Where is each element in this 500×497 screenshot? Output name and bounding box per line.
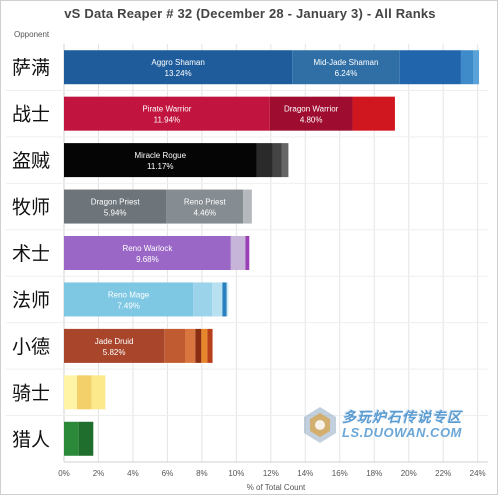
segment-value-label: 4.80% xyxy=(300,116,323,125)
segment-name-label: Reno Mage xyxy=(108,290,150,299)
bar-segment xyxy=(207,328,213,363)
segment-name-label: Reno Priest xyxy=(184,198,227,207)
category-label: 猎人 xyxy=(12,429,50,451)
x-tick-label: 0% xyxy=(58,469,70,478)
bar-segment xyxy=(193,282,213,317)
bar-segment xyxy=(256,143,273,178)
bar-segment xyxy=(164,328,185,363)
segment-name-label: Pirate Warrior xyxy=(142,105,191,114)
duowan-watermark: 多玩炉石传说专区 LS.DUOWAN.COM xyxy=(300,405,490,445)
watermark-emblem-icon xyxy=(304,407,336,443)
bar-segment xyxy=(78,421,94,456)
segment-name-label: Miracle Rogue xyxy=(134,151,186,160)
bar-segment xyxy=(64,189,167,224)
bar-segment xyxy=(230,236,246,270)
x-tick-label: 14% xyxy=(297,469,313,478)
x-tick-label: 4% xyxy=(127,469,139,478)
bar-segment xyxy=(64,96,270,131)
bar-segment xyxy=(243,189,252,224)
bar-segment xyxy=(64,50,293,85)
segment-value-label: 7.49% xyxy=(117,301,140,310)
x-tick-label: 12% xyxy=(263,469,279,478)
x-axis-title: % of Total Count xyxy=(247,483,306,492)
segment-name-label: Reno Warlock xyxy=(122,244,173,253)
chart-title: vS Data Reaper # 32 (December 28 - Janua… xyxy=(64,6,436,21)
bar-segment xyxy=(201,328,208,363)
bar-segment xyxy=(352,96,395,131)
bar-segment xyxy=(91,375,106,410)
bar-segment xyxy=(226,282,229,317)
bar-segment xyxy=(64,421,79,456)
column-header-opponent: Opponent xyxy=(14,30,50,39)
category-label: 小德 xyxy=(12,336,50,358)
bar-segment xyxy=(460,50,474,85)
segment-value-label: 13.24% xyxy=(165,69,192,78)
segment-name-label: Dragon Priest xyxy=(91,198,141,207)
bar-segment xyxy=(76,375,92,410)
segment-value-label: 11.17% xyxy=(147,162,174,171)
bar-segment xyxy=(399,50,461,85)
x-tick-label: 6% xyxy=(162,469,174,478)
bar-segment xyxy=(64,328,165,363)
x-tick-label: 8% xyxy=(196,469,208,478)
category-label: 战士 xyxy=(12,104,50,126)
segment-value-label: 6.24% xyxy=(335,69,358,78)
x-tick-label: 16% xyxy=(332,469,348,478)
watermark-url: LS.DUOWAN.COM xyxy=(342,425,462,440)
segment-value-label: 4.46% xyxy=(193,209,216,218)
category-label: 骑士 xyxy=(12,382,50,404)
segment-value-label: 5.94% xyxy=(104,209,127,218)
x-tick-label: 24% xyxy=(470,469,486,478)
bar-segment xyxy=(222,282,227,317)
bar-segment xyxy=(473,50,480,85)
segment-value-label: 5.82% xyxy=(103,348,126,357)
x-tick-label: 20% xyxy=(401,469,417,478)
watermark-text: 多玩炉石传说专区 xyxy=(342,409,462,425)
x-tick-label: 22% xyxy=(435,469,451,478)
category-label: 法师 xyxy=(12,289,50,311)
bar-segment xyxy=(184,328,196,363)
bar-segment xyxy=(292,50,400,85)
segment-value-label: 11.94% xyxy=(154,116,181,125)
bar-segment xyxy=(195,328,202,363)
segment-name-label: Aggro Shaman xyxy=(151,58,204,67)
segment-value-label: 9.68% xyxy=(136,255,159,264)
bar-segment xyxy=(272,143,282,178)
category-label: 盗贼 xyxy=(12,150,50,172)
bar-segment xyxy=(64,375,77,410)
segment-name-label: Mid-Jade Shaman xyxy=(314,58,379,67)
x-tick-label: 2% xyxy=(93,469,105,478)
bar-segment xyxy=(269,96,353,131)
x-axis: 0% 2% 4% 6% 8% 10% 12% 14% 16% 18% 20% 22% 24% % of T… xyxy=(58,469,485,492)
bar-segment xyxy=(64,282,194,317)
bar-segment xyxy=(281,143,289,178)
category-label: 牧师 xyxy=(12,197,50,219)
bar-segment xyxy=(64,236,231,270)
category-label: 术士 xyxy=(12,243,50,265)
bar-segment xyxy=(245,236,250,270)
x-tick-label: 18% xyxy=(366,469,382,478)
bar-segment xyxy=(166,189,244,224)
segment-name-label: Dragon Warrior xyxy=(284,105,339,114)
bars: Aggro Shaman 13.24% Mid-Jade Shaman 6.24% Pi… xyxy=(64,50,480,456)
x-tick-label: 10% xyxy=(228,469,244,478)
category-label: 萨满 xyxy=(12,57,50,79)
bar-segment xyxy=(64,143,257,178)
segment-name-label: Jade Druid xyxy=(95,337,134,346)
bar-segment xyxy=(212,282,223,317)
